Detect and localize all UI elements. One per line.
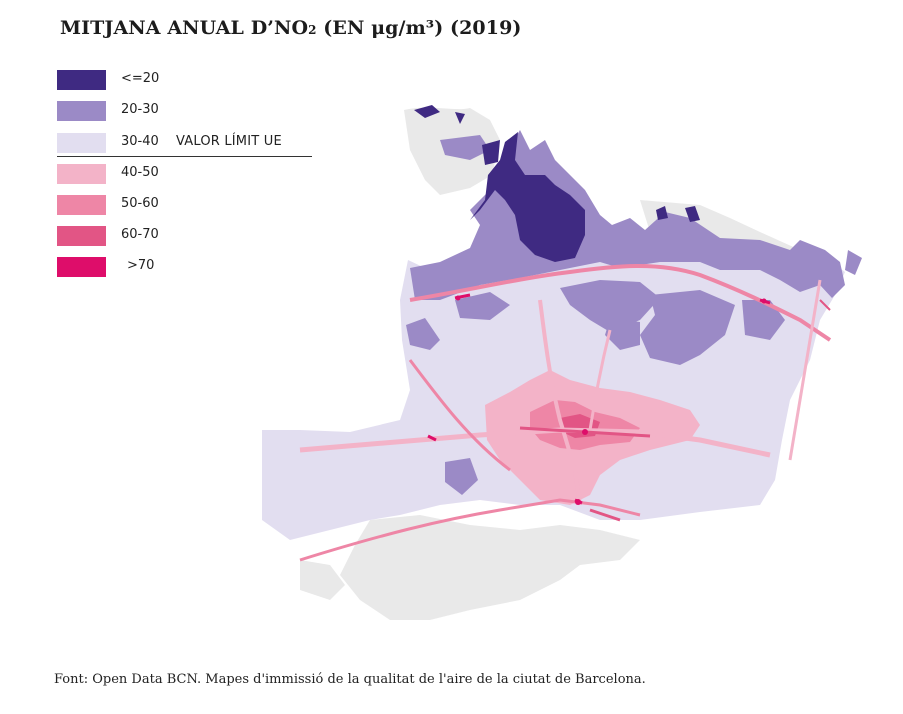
hotspots [455, 295, 767, 505]
legend-swatch [57, 164, 106, 184]
legend-label: 60-70 [121, 227, 159, 242]
legend-label: 50-60 [121, 196, 159, 211]
zone-le20 [414, 105, 700, 262]
legend-label: >70 [127, 258, 155, 273]
legend-item-le20: <=20 [57, 70, 317, 90]
eu-limit-label: VALOR LÍMIT UE [176, 134, 282, 149]
source-note: Font: Open Data BCN. Mapes d'immissió de… [54, 672, 646, 687]
legend-swatch [57, 70, 106, 90]
legend-swatch [57, 133, 106, 153]
legend-item-20-30: 20-30 [57, 101, 317, 121]
legend-swatch [57, 257, 106, 277]
legend-swatch [57, 195, 106, 215]
legend-item-50-60: 50-60 [57, 195, 317, 215]
legend-item-40-50: 40-50 [57, 164, 317, 184]
legend-label: <=20 [121, 71, 160, 86]
legend-item-60-70: 60-70 [57, 226, 317, 246]
legend-item-gt70: >70 [57, 257, 317, 277]
legend-item-30-40: 30-40 VALOR LÍMIT UE [57, 133, 317, 153]
eu-limit-line [57, 156, 312, 157]
legend-swatch [57, 226, 106, 246]
legend-label: 40-50 [121, 165, 159, 180]
legend-label: 30-40 [121, 134, 159, 149]
map-title: MITJANA ANUAL D’NO2 (EN μg/m³) (2019) [60, 17, 522, 39]
legend-label: 20-30 [121, 102, 159, 117]
legend-swatch [57, 101, 106, 121]
